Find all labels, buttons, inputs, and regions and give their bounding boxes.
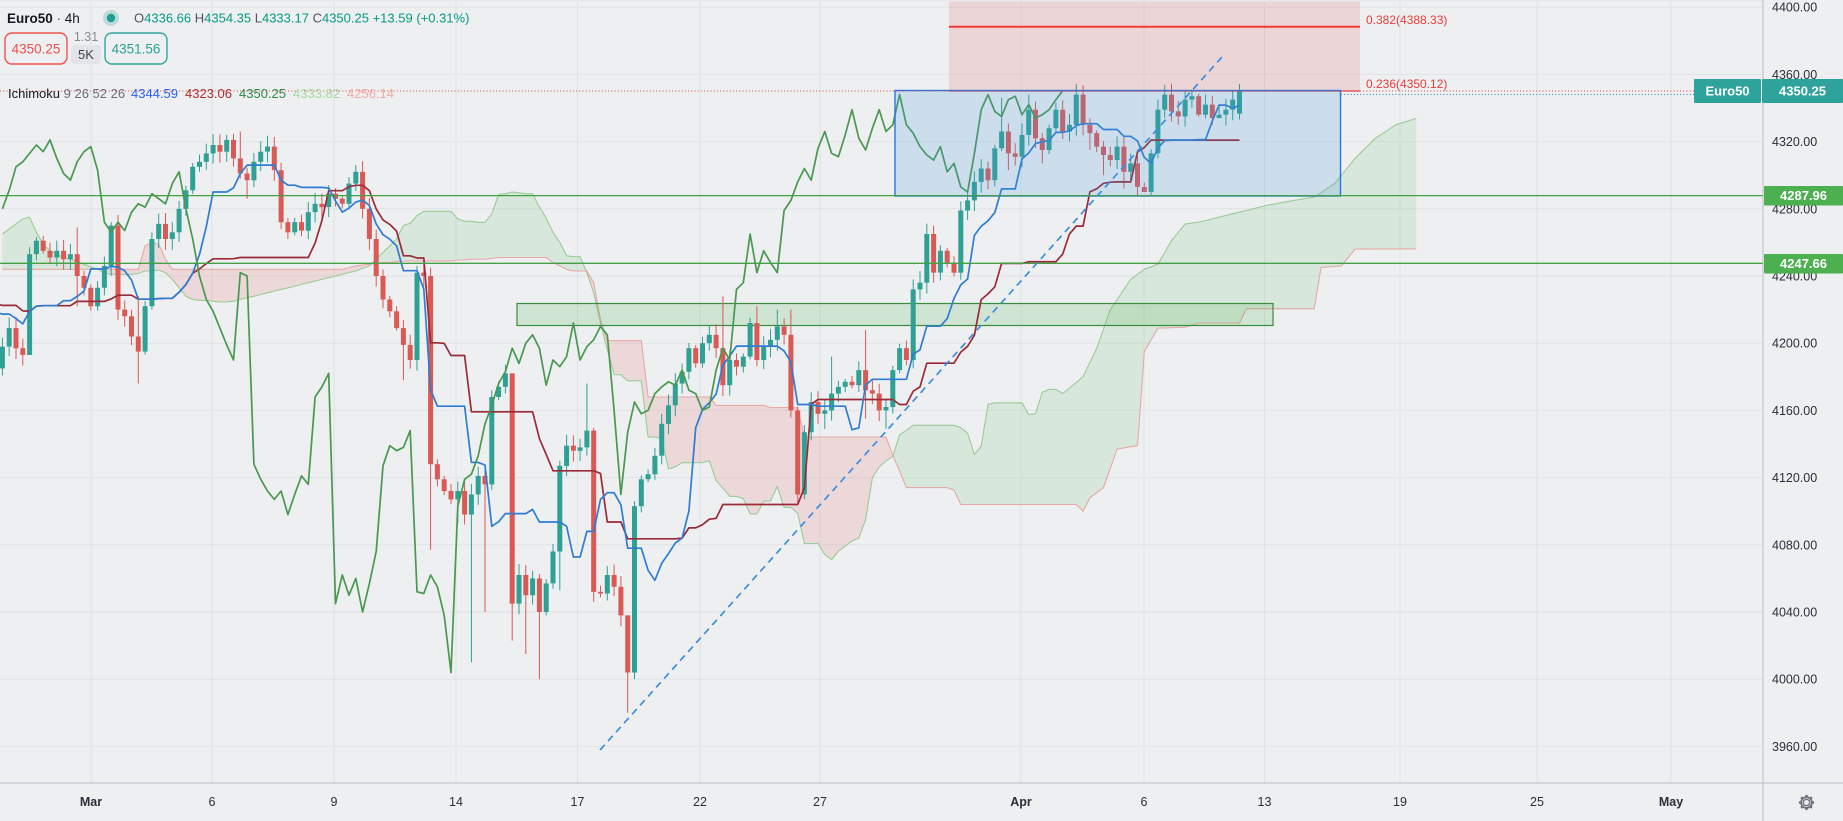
svg-text:Euro50 · 4h: Euro50 · 4h <box>7 11 80 26</box>
svg-text:0.382(4388.33): 0.382(4388.33) <box>1366 13 1447 27</box>
svg-text:27: 27 <box>813 795 827 809</box>
svg-text:4400.00: 4400.00 <box>1772 1 1817 15</box>
svg-text:5K: 5K <box>78 47 94 62</box>
svg-text:4350.25: 4350.25 <box>1779 84 1826 99</box>
svg-text:Ichimoku 9 26 52 26: Ichimoku 9 26 52 26 <box>8 86 125 101</box>
svg-text:6: 6 <box>209 795 216 809</box>
svg-text:4080.00: 4080.00 <box>1772 538 1817 552</box>
svg-text:May: May <box>1659 795 1683 809</box>
svg-text:13: 13 <box>1258 795 1272 809</box>
svg-text:4350.25: 4350.25 <box>12 42 61 57</box>
svg-text:19: 19 <box>1393 795 1407 809</box>
svg-text:Euro50: Euro50 <box>1705 84 1749 99</box>
svg-text:Mar: Mar <box>80 795 102 809</box>
svg-text:17: 17 <box>571 795 585 809</box>
svg-text:22: 22 <box>693 795 707 809</box>
svg-text:4351.56: 4351.56 <box>112 42 161 57</box>
svg-text:6: 6 <box>1141 795 1148 809</box>
svg-text:4320.00: 4320.00 <box>1772 135 1817 149</box>
svg-text:4200.00: 4200.00 <box>1772 337 1817 351</box>
svg-text:4040.00: 4040.00 <box>1772 606 1817 620</box>
svg-text:9: 9 <box>331 795 338 809</box>
svg-text:0.236(4350.12): 0.236(4350.12) <box>1366 77 1447 91</box>
svg-text:4160.00: 4160.00 <box>1772 404 1817 418</box>
svg-text:4247.66: 4247.66 <box>1780 256 1827 271</box>
svg-text:4000.00: 4000.00 <box>1772 673 1817 687</box>
svg-text:O4336.66 H4354.35 L4333.17 C43: O4336.66 H4354.35 L4333.17 C4350.25 +13.… <box>134 11 469 26</box>
svg-text:4280.00: 4280.00 <box>1772 202 1817 216</box>
svg-text:25: 25 <box>1530 795 1544 809</box>
svg-text:Apr: Apr <box>1010 795 1032 809</box>
svg-text:4360.00: 4360.00 <box>1772 68 1817 82</box>
svg-text:1.31: 1.31 <box>74 30 98 44</box>
svg-text:14: 14 <box>449 795 463 809</box>
svg-text:4120.00: 4120.00 <box>1772 471 1817 485</box>
svg-text:4287.96: 4287.96 <box>1780 188 1827 203</box>
svg-text:3960.00: 3960.00 <box>1772 740 1817 754</box>
